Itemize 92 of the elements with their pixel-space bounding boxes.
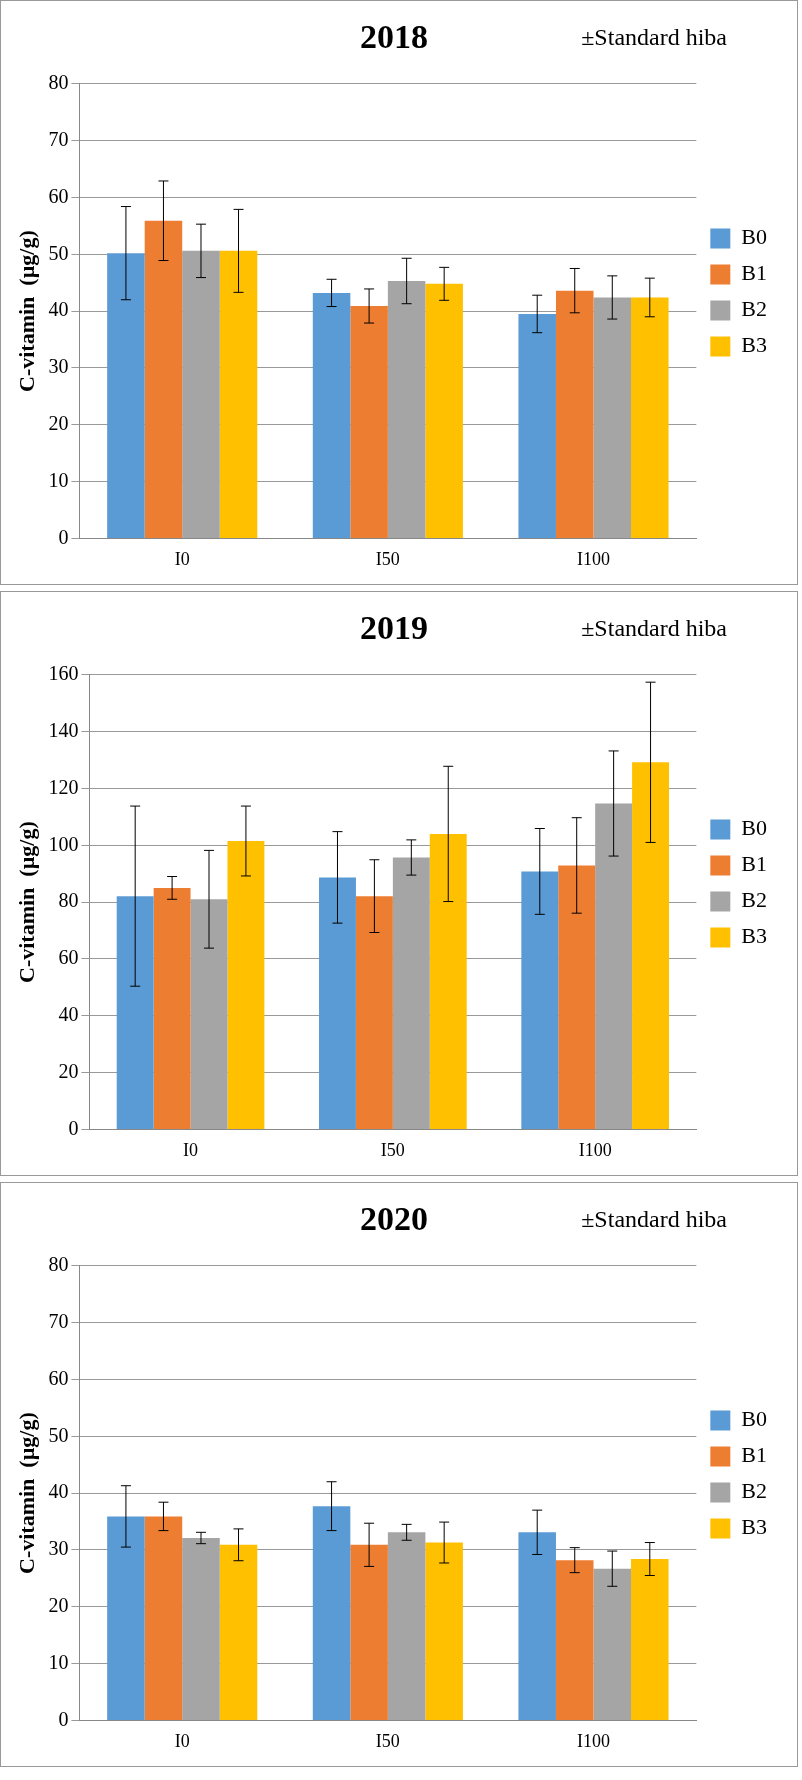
- y-tick-label: 120: [48, 775, 79, 798]
- chart-title: 2019: [360, 609, 428, 647]
- y-tick-label: 10: [48, 1650, 69, 1673]
- bar: [631, 297, 669, 538]
- bar: [144, 1516, 183, 1720]
- bar: [219, 1544, 258, 1720]
- bar: [593, 1568, 632, 1720]
- bar: [219, 250, 258, 538]
- y-tick-label: 60: [48, 1366, 69, 1389]
- bar: [429, 833, 467, 1129]
- y-axis-title: C-vitamin (µg/g): [13, 230, 39, 392]
- chart-title: 2020: [360, 1200, 428, 1238]
- bar: [631, 1559, 669, 1720]
- x-tick-label: I100: [578, 1139, 612, 1160]
- x-tick-label: I0: [174, 1730, 190, 1751]
- y-tick-label: 50: [48, 241, 69, 264]
- bar: [319, 877, 356, 1129]
- x-tick-label: I50: [380, 1139, 405, 1160]
- text: ±Standard hiba: [581, 24, 728, 51]
- y-tick-label: 70: [48, 127, 69, 150]
- y-tick-label: 40: [48, 1480, 69, 1503]
- bar: [107, 253, 145, 538]
- y-tick-label: 160: [48, 662, 79, 685]
- bar: [555, 1560, 594, 1720]
- bar: [425, 1542, 463, 1720]
- bar: [518, 1532, 556, 1720]
- legend-label: B2: [741, 887, 768, 913]
- y-tick-label: 0: [58, 1707, 69, 1730]
- legend-label: B1: [741, 260, 768, 286]
- text: ±Standard hiba: [581, 1206, 728, 1233]
- bar: [632, 762, 670, 1129]
- y-tick-label: 10: [48, 468, 69, 491]
- y-tick-label: 60: [48, 184, 69, 207]
- legend-label: B2: [741, 1478, 768, 1504]
- bar: [116, 896, 154, 1129]
- legend-label: B1: [741, 851, 768, 877]
- text: ±Standard hiba: [581, 615, 728, 642]
- bar: [312, 1506, 351, 1720]
- bar: [558, 865, 596, 1129]
- y-tick-label: 140: [48, 718, 79, 741]
- bar: [355, 896, 393, 1129]
- bar: [182, 250, 220, 538]
- bar: [350, 305, 388, 538]
- x-tick-label: I50: [375, 1730, 400, 1751]
- bar: [521, 871, 559, 1129]
- bar: [392, 857, 430, 1129]
- y-tick-label: 70: [48, 1309, 69, 1332]
- bar: [387, 1532, 426, 1720]
- bar: [518, 313, 556, 538]
- y-tick-label: 60: [58, 946, 79, 969]
- y-tick-label: 80: [48, 1253, 69, 1276]
- y-tick-label: 30: [48, 1537, 69, 1560]
- bar: [425, 283, 463, 538]
- legend-label: B2: [741, 296, 768, 322]
- y-tick-label: 80: [48, 71, 69, 94]
- y-axis-title: C-vitamin (µg/g): [13, 821, 39, 983]
- x-tick-label: I0: [183, 1139, 199, 1160]
- bar: [190, 899, 228, 1129]
- bar: [593, 297, 632, 538]
- bar: [350, 1544, 388, 1720]
- legend-label: B0: [741, 224, 768, 250]
- y-tick-label: 50: [48, 1423, 69, 1446]
- legend-label: B0: [741, 815, 768, 841]
- bar: [387, 280, 426, 538]
- bar: [107, 1516, 145, 1720]
- x-tick-label: I100: [577, 548, 611, 569]
- x-tick-label: I50: [375, 548, 400, 569]
- y-tick-label: 20: [48, 1594, 69, 1616]
- chart-title: 2018: [360, 18, 428, 56]
- y-tick-label: 40: [48, 298, 69, 321]
- y-axis-title: C-vitamin (µg/g): [13, 1412, 39, 1574]
- bar: [182, 1537, 220, 1720]
- bar: [153, 887, 191, 1129]
- bar: [227, 841, 265, 1129]
- bar: [312, 292, 351, 538]
- y-tick-label: 20: [58, 1059, 79, 1082]
- y-tick-label: 0: [68, 1116, 79, 1139]
- bar: [555, 290, 594, 538]
- y-tick-label: 80: [58, 889, 79, 912]
- y-tick-label: 0: [58, 525, 69, 548]
- legend-label: B1: [741, 1442, 768, 1468]
- legend-label: B0: [741, 1406, 768, 1432]
- y-tick-label: 20: [48, 412, 69, 434]
- x-tick-label: I0: [174, 548, 190, 569]
- legend-label: B3: [741, 1514, 768, 1540]
- legend-label: B3: [741, 332, 768, 358]
- x-tick-label: I100: [577, 1730, 611, 1751]
- bar: [144, 220, 183, 538]
- y-tick-label: 100: [48, 832, 79, 855]
- legend-label: B3: [741, 923, 768, 949]
- y-tick-label: 40: [58, 1003, 79, 1025]
- y-tick-label: 30: [48, 355, 69, 378]
